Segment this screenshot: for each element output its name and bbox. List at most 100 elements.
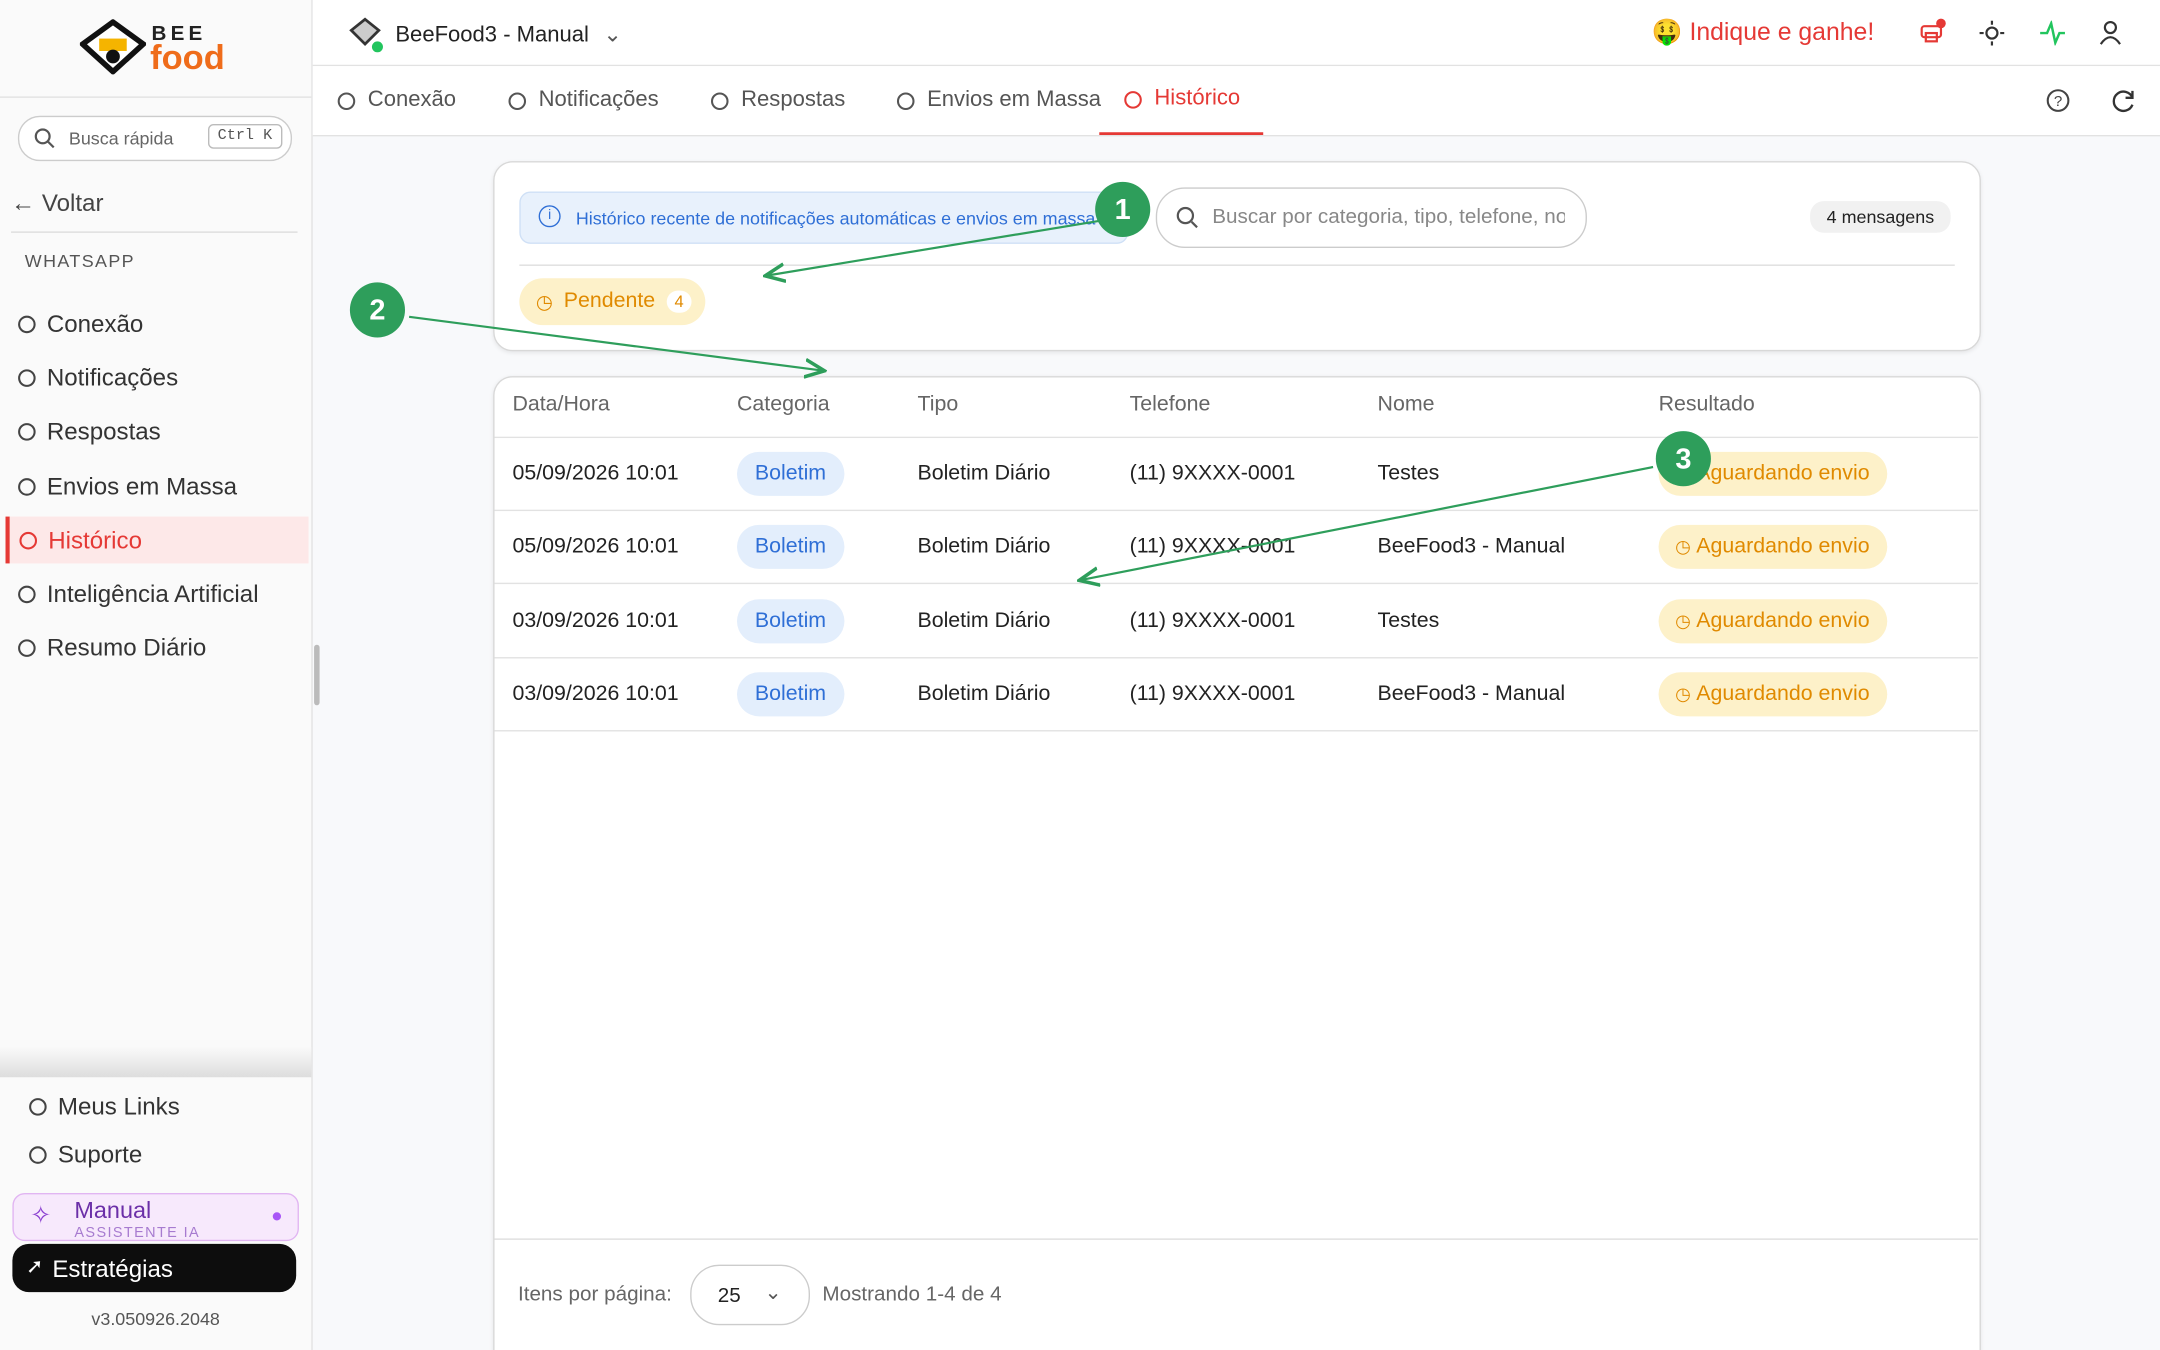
page-summary: Mostrando 1-4 de 4	[822, 1282, 1002, 1306]
info-text: Histórico recente de notificações automá…	[575, 208, 1096, 229]
menu-label: Conexão	[46, 309, 144, 337]
theme-icon[interactable]	[1979, 20, 2005, 46]
column-header: Telefone	[1129, 392, 1211, 417]
topbar: BeeFood3 - Manual ⌄ 🤑 Indique e ganhe!	[312, 0, 2160, 67]
store-avatar	[349, 17, 383, 53]
menu-label: Notificações	[46, 362, 179, 391]
clock-icon: ◷	[1675, 610, 1691, 631]
section-label: WHATSAPP	[24, 250, 135, 272]
referral[interactable]: 🤑 Indique e ganhe!	[1651, 17, 1875, 46]
menu-icon	[508, 91, 527, 110]
tab[interactable]: Notificações	[507, 66, 659, 135]
tab-label: Conexão	[367, 88, 457, 112]
strategies-button[interactable]: ➚ Estratégias	[12, 1243, 297, 1293]
menu-label: Respostas	[46, 416, 161, 445]
version: v3.050926.2048	[91, 1308, 220, 1330]
cell: (11) 9XXXX-0001	[1129, 461, 1296, 485]
search-input[interactable]: Buscar por categoria, tipo, telefone, no…	[1155, 187, 1587, 248]
row-divider	[494, 509, 1979, 512]
chevron: ⌄	[764, 1281, 782, 1305]
brand-top: BEE	[151, 22, 207, 46]
menu-icon	[19, 531, 38, 549]
menu-icon	[18, 638, 36, 657]
cell: BeeFood3 - Manual	[1377, 534, 1566, 558]
column-header: Data/Hora	[512, 392, 610, 417]
column-header: Categoria	[736, 392, 830, 417]
referral-text: Indique e ganhe!	[1689, 17, 1875, 46]
menu-icon	[710, 91, 729, 110]
cell: Boletim Diário	[917, 534, 1051, 558]
menu-icon	[896, 91, 915, 110]
row-divider	[494, 730, 1979, 732]
search-icon	[1176, 206, 1198, 229]
info-banner: i Histórico recente de notificações auto…	[519, 191, 1129, 244]
resize-handle[interactable]	[314, 644, 320, 706]
refresh-icon[interactable]	[2112, 88, 2137, 113]
menu-item[interactable]: Respostas	[6, 408, 309, 455]
logo-icon	[79, 19, 147, 75]
back-link[interactable]: ← Voltar	[11, 188, 104, 217]
menu-item[interactable]: Envios em Massa	[6, 463, 309, 510]
cell: (11) 9XXXX-0001	[1129, 534, 1296, 558]
menu-label: Resumo Diário	[46, 632, 207, 661]
menu-icon	[29, 1145, 47, 1164]
status-text: Aguardando envio	[1696, 608, 1870, 633]
user-icon[interactable]	[2099, 20, 2121, 46]
menu-item[interactable]: Conexão	[6, 300, 309, 347]
assistant-title: Manual	[74, 1197, 152, 1224]
tab[interactable]: Respostas	[709, 66, 845, 135]
menu-item[interactable]: Histórico	[5, 516, 309, 564]
divider	[11, 231, 298, 233]
menu-item[interactable]: Resumo Diário	[6, 624, 309, 671]
menu-icon	[18, 584, 36, 603]
annotation-badge	[349, 282, 405, 338]
column-header: Nome	[1377, 392, 1435, 417]
assistant[interactable]: ✧ Manual ASSISTENTE IA	[12, 1192, 299, 1242]
info-icon: i	[538, 205, 561, 228]
status-filter[interactable]: ◷ Pendente 4	[519, 278, 706, 326]
clock-icon: ◷	[1675, 535, 1691, 557]
status-chip: ◷Aguardando envio	[1658, 672, 1888, 717]
row-divider	[494, 436, 1979, 439]
cell: Boletim Diário	[917, 681, 1051, 706]
search-placeholder: Busca rápida	[68, 128, 174, 149]
cell: Boletim Diário	[917, 461, 1051, 485]
cell: Testes	[1377, 608, 1440, 633]
store-selector[interactable]: BeeFood3 - Manual ⌄	[395, 23, 622, 47]
cell: Boletim Diário	[917, 608, 1051, 633]
activity-icon[interactable]	[2039, 20, 2067, 46]
tab[interactable]: Envios em Massa	[895, 66, 1101, 135]
brand-bottom: food	[150, 38, 225, 78]
tab[interactable]: Conexão	[336, 66, 456, 135]
quick-search[interactable]: Busca rápida Ctrl K	[17, 115, 293, 162]
menu-item[interactable]: Notificações	[6, 354, 309, 401]
link-label: Meus Links	[57, 1091, 180, 1120]
arrow	[408, 315, 822, 371]
menu-item[interactable]: Inteligência Artificial	[6, 570, 309, 617]
category-chip: Boletim	[736, 672, 845, 717]
menu-item[interactable]: Suporte	[17, 1131, 320, 1178]
clock-icon: ◷	[535, 289, 553, 313]
per-page-select[interactable]: 25 ⌄	[690, 1264, 810, 1326]
tab-label: Histórico	[1154, 86, 1241, 111]
arrow	[767, 219, 1103, 275]
per-page-value: 25	[717, 1283, 741, 1308]
status-chip: ◷Aguardando envio	[1658, 524, 1888, 569]
annotation-number: 3	[1675, 443, 1691, 475]
menu-icon	[18, 477, 36, 496]
search-icon	[34, 128, 55, 149]
status-text: Aguardando envio	[1696, 461, 1870, 485]
tab[interactable]: Histórico	[1099, 66, 1264, 135]
status-text: Aguardando envio	[1696, 681, 1870, 706]
printer-icon[interactable]	[1919, 18, 1947, 46]
help-icon[interactable]: ?	[2046, 88, 2071, 113]
column-header: Resultado	[1658, 392, 1755, 417]
cell: BeeFood3 - Manual	[1377, 681, 1566, 706]
column-header: Tipo	[917, 392, 959, 417]
menu-icon	[18, 314, 36, 333]
category-chip: Boletim	[736, 599, 845, 644]
row-divider	[494, 657, 1979, 659]
message-count: 4 mensagens	[1810, 201, 1951, 233]
menu-item[interactable]: Meus Links	[17, 1083, 320, 1130]
